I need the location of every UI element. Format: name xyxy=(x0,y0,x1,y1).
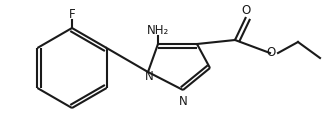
Text: N: N xyxy=(179,95,187,108)
Text: O: O xyxy=(266,46,276,59)
Text: O: O xyxy=(241,5,250,18)
Text: F: F xyxy=(69,8,75,21)
Text: N: N xyxy=(145,70,153,83)
Text: NH₂: NH₂ xyxy=(147,24,169,37)
